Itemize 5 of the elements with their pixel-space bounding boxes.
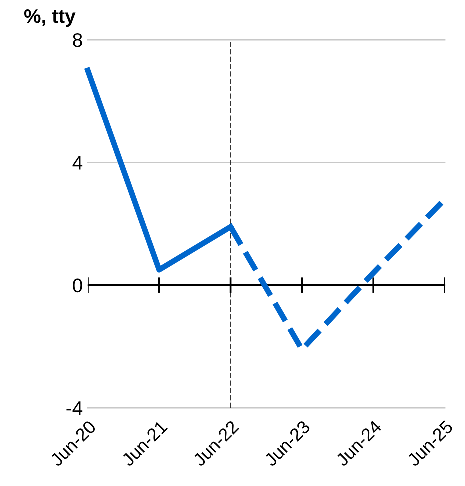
y-axis-title: %, tty <box>24 10 76 28</box>
y-tick-label: 4 <box>72 156 83 170</box>
y-tick-label: -4 <box>66 402 83 416</box>
y-tick-label: 8 <box>73 33 82 48</box>
y-tick-label: 0 <box>73 278 82 293</box>
